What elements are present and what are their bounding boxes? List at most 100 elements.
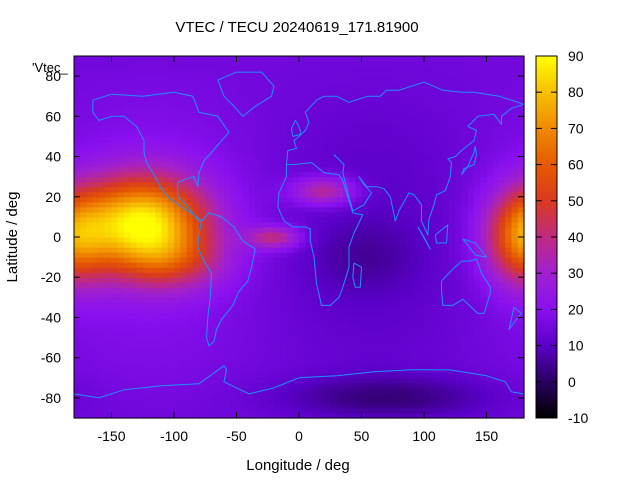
heatmap-cell [211,392,219,399]
heatmap-cell [311,372,319,379]
heatmap-cell [205,322,213,329]
heatmap-cell [136,181,144,188]
heatmap-cell [192,312,200,319]
heatmap-cell [92,317,100,324]
heatmap-cell [99,111,106,117]
heatmap-cell [111,181,119,188]
heatmap-cell [192,81,200,87]
heatmap-cell [492,91,500,97]
heatmap-cell [211,307,219,314]
heatmap-cell [411,126,419,133]
heatmap-cell [361,327,369,334]
heatmap-cell [86,166,94,173]
heatmap-cell [286,372,294,379]
heatmap-cell [117,362,125,369]
heatmap-cell [92,66,100,72]
heatmap-cell [267,106,275,112]
heatmap-cell [74,287,81,293]
heatmap-cell [180,392,188,399]
heatmap-cell [461,347,469,354]
heatmap-cell [105,211,113,218]
heatmap-cell [267,397,275,404]
heatmap-cell [180,317,188,324]
heatmap-cell [342,257,350,263]
heatmap-cell [111,237,119,243]
heatmap-cell [367,257,375,263]
heatmap-cell [299,257,306,263]
heatmap-cell [417,126,425,133]
heatmap-cell [324,272,331,278]
heatmap-cell [355,201,363,208]
heatmap-cell [217,176,225,183]
heatmap-cell [267,231,275,238]
heatmap-cell [355,327,363,334]
heatmap-cell [442,392,450,399]
heatmap-cell [499,186,506,193]
heatmap-cell [161,206,169,213]
heatmap-cell [474,302,481,308]
heatmap-cell [161,277,169,283]
heatmap-cell [249,136,256,143]
heatmap-cell [411,247,419,253]
heatmap-cell [211,161,219,168]
heatmap-cell [455,101,463,107]
heatmap-cell [317,196,325,203]
heatmap-cell [349,242,356,248]
heatmap-cell [324,292,331,298]
heatmap-cell [105,191,113,198]
heatmap-cell [474,292,481,298]
heatmap-cell [136,141,144,148]
heatmap-cell [442,332,450,339]
heatmap-cell [274,231,281,238]
heatmap-cell [342,136,350,143]
heatmap-cell [386,156,394,163]
heatmap-cell [286,397,294,404]
heatmap-cell [124,176,131,183]
heatmap-cell [74,101,81,107]
heatmap-cell [474,91,481,97]
heatmap-cell [99,302,106,308]
heatmap-cell [305,292,313,298]
heatmap-cell [136,71,144,77]
heatmap-cell [192,111,200,117]
heatmap-cell [280,267,288,273]
heatmap-cell [180,412,188,419]
heatmap-cell [255,191,263,198]
heatmap-cell [261,252,269,258]
heatmap-cell [436,262,444,268]
heatmap-cell [142,186,150,193]
heatmap-cell [311,302,319,308]
heatmap-cell [386,272,394,278]
heatmap-cell [130,242,138,248]
heatmap-cell [311,201,319,208]
heatmap-cell [274,91,281,97]
heatmap-cell [80,367,88,374]
heatmap-cell [299,327,306,334]
heatmap-cell [486,372,494,379]
heatmap-cell [342,121,350,127]
heatmap-cell [474,186,481,193]
heatmap-cell [161,136,169,143]
heatmap-cell [436,161,444,168]
heatmap-cell [217,247,225,253]
heatmap-cell [161,161,169,168]
heatmap-cell [261,71,269,77]
heatmap-cell [74,372,81,379]
heatmap-cell [299,347,306,354]
heatmap-cell [105,226,113,233]
heatmap-cell [130,66,138,72]
heatmap-cell [386,402,394,409]
heatmap-cell [161,282,169,288]
heatmap-cell [224,141,231,148]
heatmap-cell [430,196,438,203]
heatmap-cell [255,81,263,87]
heatmap-cell [317,156,325,163]
heatmap-cell [311,332,319,339]
heatmap-cell [299,407,306,414]
heatmap-cell [192,136,200,143]
heatmap-cell [74,337,81,344]
heatmap-cell [167,412,175,419]
heatmap-cell [280,81,288,87]
heatmap-cell [455,171,463,178]
heatmap-cell [474,131,481,138]
